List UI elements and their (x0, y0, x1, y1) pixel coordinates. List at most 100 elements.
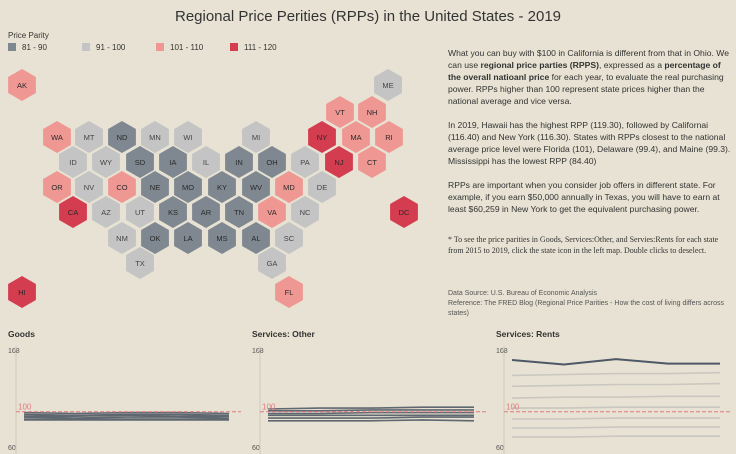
state-tile[interactable] (8, 276, 36, 308)
state-tile[interactable] (258, 196, 286, 228)
text-run: for each year, to evaluate the real purc… (448, 72, 724, 106)
state-label: SC (284, 234, 295, 243)
state-label: DC (399, 208, 410, 217)
state-tile[interactable] (59, 196, 87, 228)
state-tile[interactable] (174, 171, 202, 203)
state-tile[interactable] (291, 146, 319, 178)
state-tile[interactable] (358, 146, 386, 178)
series-line (511, 371, 721, 377)
state-label: ME (382, 81, 393, 90)
note: * To see the price parities in Goods, Se… (448, 235, 719, 255)
y-tick-label: 168 (496, 348, 508, 355)
state-label: WY (100, 158, 112, 167)
legend-label: 111 - 120 (244, 43, 277, 52)
state-label: NH (367, 108, 378, 117)
state-tile[interactable] (325, 146, 353, 178)
state-tile[interactable] (75, 171, 103, 203)
state-label: PA (300, 158, 309, 167)
legend-title: Price Parity (8, 31, 49, 40)
state-tile[interactable] (275, 171, 303, 203)
state-label: FL (285, 288, 294, 297)
state-tile[interactable] (390, 196, 418, 228)
state-tile[interactable] (126, 247, 154, 279)
series-line (512, 406, 720, 409)
legend-swatch (8, 43, 16, 51)
state-label: IN (235, 158, 243, 167)
state-tile[interactable] (258, 247, 286, 279)
state-tile[interactable] (208, 222, 236, 254)
state-label: MN (149, 133, 161, 142)
state-tile[interactable] (108, 222, 136, 254)
state-tile[interactable] (242, 171, 270, 203)
state-tile[interactable] (374, 69, 402, 101)
state-tile[interactable] (141, 121, 169, 153)
state-tile[interactable] (308, 171, 336, 203)
state-tile[interactable] (225, 196, 253, 228)
state-label: CT (367, 158, 377, 167)
state-tile[interactable] (192, 146, 220, 178)
text-run: regional price parties (RPPS) (480, 60, 599, 70)
state-tile[interactable] (59, 146, 87, 178)
series-line (267, 406, 474, 410)
state-tile[interactable] (126, 196, 154, 228)
reference: Reference: The FRED Blog (Regional Price… (448, 300, 724, 317)
state-tile[interactable] (375, 121, 403, 153)
state-label: VT (335, 108, 345, 117)
state-label: ND (117, 133, 128, 142)
series-line (23, 413, 230, 417)
paragraph: What you can buy with $100 in California… (448, 47, 732, 107)
state-tile[interactable] (141, 171, 169, 203)
state-label: AL (251, 234, 260, 243)
state-tile[interactable] (208, 171, 236, 203)
state-tile[interactable] (43, 171, 71, 203)
state-tile[interactable] (174, 121, 202, 153)
state-label: WA (51, 133, 63, 142)
state-tile[interactable] (75, 121, 103, 153)
state-tile[interactable] (174, 222, 202, 254)
state-tile[interactable] (242, 222, 270, 254)
state-tile[interactable] (159, 196, 187, 228)
state-label: IA (169, 158, 176, 167)
series-line (24, 414, 229, 417)
state-tile[interactable] (108, 171, 136, 203)
state-label: ID (69, 158, 77, 167)
state-label: NC (300, 208, 311, 217)
state-tile[interactable] (326, 96, 354, 128)
state-label: CO (116, 183, 127, 192)
chart-title: Services: Other (252, 329, 316, 339)
y-tick-label: 60 (496, 445, 504, 452)
state-tile[interactable] (108, 121, 136, 153)
state-tile[interactable] (92, 146, 120, 178)
state-label: AK (17, 81, 27, 90)
state-label: HI (18, 288, 26, 297)
state-tile[interactable] (141, 222, 169, 254)
state-tile[interactable] (342, 121, 370, 153)
state-tile[interactable] (242, 121, 270, 153)
series-line (511, 382, 721, 388)
state-tile[interactable] (92, 196, 120, 228)
state-tile[interactable] (258, 146, 286, 178)
reference-label: 100 (18, 403, 32, 412)
state-tile[interactable] (126, 146, 154, 178)
reference-label: 100 (262, 403, 276, 412)
state-tile[interactable] (192, 196, 220, 228)
chart-title: Goods (8, 329, 35, 339)
state-tile[interactable] (275, 276, 303, 308)
state-tile[interactable] (358, 96, 386, 128)
state-tile[interactable] (225, 146, 253, 178)
legend-label: 81 - 90 (22, 43, 47, 52)
state-label: CA (68, 208, 78, 217)
state-tile[interactable] (275, 222, 303, 254)
state-tile[interactable] (308, 121, 336, 153)
series-line (268, 409, 474, 412)
series-line (23, 416, 230, 419)
state-label: WI (183, 133, 192, 142)
state-label: MT (84, 133, 95, 142)
state-label: NV (84, 183, 94, 192)
state-tile[interactable] (8, 69, 36, 101)
state-tile[interactable] (159, 146, 187, 178)
state-tile[interactable] (291, 196, 319, 228)
state-tile[interactable] (43, 121, 71, 153)
